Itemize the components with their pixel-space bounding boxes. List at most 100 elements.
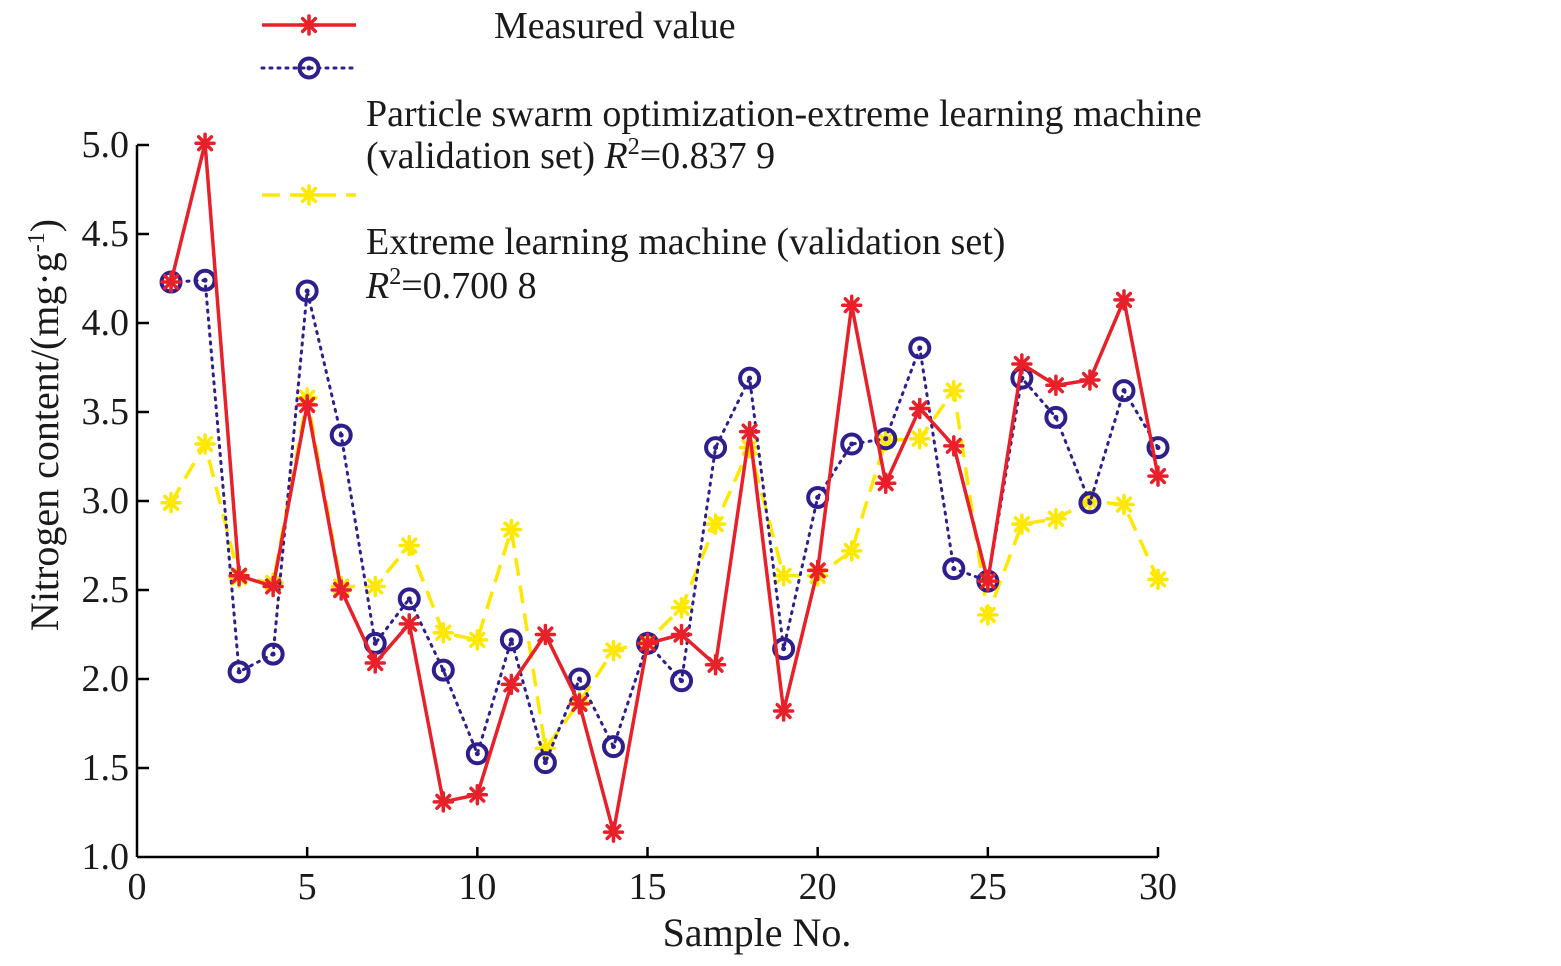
data-point <box>874 472 897 494</box>
series-line-measured <box>169 141 1160 834</box>
x-tick-label: 0 <box>128 866 147 908</box>
data-point <box>298 14 320 36</box>
data-point <box>977 604 999 626</box>
data-point <box>160 492 182 514</box>
axes: 0 5 10 15 20 25 30 1.0 1.5 2.0 2.5 3.0 3.5 4.0 4.5 5.0 <box>82 124 1178 908</box>
y-axis-title: Nitrogen content/(mg·g-1) <box>22 219 67 631</box>
data-point <box>840 432 864 456</box>
data-point <box>298 184 320 206</box>
data-point <box>194 433 216 455</box>
data-point <box>601 735 625 759</box>
legend-elm-sup: 2 <box>389 264 401 290</box>
y-tick-label: 1.5 <box>82 747 130 789</box>
data-point <box>704 436 728 460</box>
legend-label-elm-line2: R2=0.700 8 <box>365 264 537 307</box>
data-point <box>942 557 966 581</box>
data-point <box>227 660 251 684</box>
data-point <box>738 366 762 390</box>
data-point <box>397 587 421 611</box>
data-point <box>909 397 931 420</box>
x-tick-label: 5 <box>298 866 317 908</box>
data-point <box>364 652 386 674</box>
y-tick-label: 3.0 <box>82 480 130 522</box>
data-point <box>194 132 216 154</box>
data-point <box>772 565 795 587</box>
legend-pso-elm-sup: 2 <box>628 134 640 160</box>
data-point <box>398 534 421 557</box>
y-tick-label: 4.5 <box>82 213 130 255</box>
data-point <box>295 279 319 303</box>
data-point <box>806 559 829 582</box>
x-tick-label: 30 <box>1139 866 1177 908</box>
legend-label-measured: Measured value <box>494 5 736 47</box>
data-point <box>772 637 796 661</box>
data-point <box>465 742 489 766</box>
series-measured <box>160 132 1169 843</box>
data-point <box>296 394 318 416</box>
y-tick-label: 4.0 <box>82 302 130 344</box>
x-tick-label: 25 <box>969 866 1007 908</box>
data-point <box>840 540 863 562</box>
data-point <box>533 751 557 775</box>
data-point <box>806 485 830 509</box>
data-point <box>567 667 591 691</box>
data-point <box>943 379 965 402</box>
data-point <box>160 271 182 293</box>
legend: Measured value Particle swarm optimizati… <box>260 5 1202 307</box>
data-point <box>908 336 932 360</box>
y-axis-title-main: Nitrogen content/(mg·g <box>22 252 67 631</box>
data-point <box>840 294 863 316</box>
legend-entry-pso-elm: Particle swarm optimization-extreme lear… <box>260 56 1202 177</box>
x-tick-label: 20 <box>799 866 837 908</box>
data-point <box>1146 436 1170 460</box>
x-tick-label: 15 <box>629 866 667 908</box>
data-point <box>738 420 761 443</box>
data-point <box>1044 405 1068 429</box>
data-point <box>602 639 625 662</box>
data-point <box>772 700 795 722</box>
data-point <box>1079 369 1101 391</box>
x-axis-title: Sample No. <box>663 910 852 955</box>
data-point <box>1147 465 1169 487</box>
data-point <box>330 579 352 601</box>
legend-swatch-measured-marker <box>298 14 320 36</box>
y-axis-title-close: ) <box>22 219 67 232</box>
series-line-pso-elm <box>169 278 1160 765</box>
legend-label-pso-elm-line1: Particle swarm optimization-extreme lear… <box>366 93 1202 135</box>
data-point <box>704 654 727 676</box>
data-point <box>1011 513 1033 535</box>
legend-pso-elm-r2: =0.837 9 <box>640 135 775 177</box>
data-point <box>670 669 694 693</box>
legend-pso-elm-prefix: (validation set) <box>366 135 604 177</box>
data-point <box>1113 493 1135 516</box>
data-point <box>1045 374 1067 397</box>
series-layer <box>159 132 1170 843</box>
data-point <box>1045 508 1067 530</box>
data-point <box>261 642 285 666</box>
legend-elm-r2: =0.700 8 <box>401 265 536 307</box>
y-tick-label: 2.0 <box>82 658 130 700</box>
legend-swatch-elm-marker <box>298 184 320 206</box>
data-point <box>1078 491 1102 515</box>
data-point <box>568 693 591 715</box>
data-point <box>977 570 999 592</box>
data-point <box>499 628 523 652</box>
data-point <box>670 623 693 646</box>
series-pso-elm <box>159 268 1170 775</box>
legend-label-pso-elm-line2: (validation set) R2=0.837 9 <box>366 134 775 177</box>
legend-swatch-pso-elm-marker <box>297 56 321 80</box>
data-point <box>1147 568 1169 591</box>
y-tick-label: 1.0 <box>82 836 130 878</box>
data-point <box>297 56 321 80</box>
legend-entry-measured: Measured value <box>262 5 736 47</box>
data-point <box>228 565 250 587</box>
data-point <box>500 673 523 696</box>
legend-label-elm-line1: Extreme learning machine (validation set… <box>366 221 1005 263</box>
data-point <box>432 621 455 644</box>
data-point <box>909 427 931 450</box>
x-tick-label: 10 <box>458 866 496 908</box>
data-point <box>398 613 421 635</box>
legend-elm-r: R <box>365 265 389 307</box>
y-ticks: 1.0 1.5 2.0 2.5 3.0 3.5 4.0 4.5 5.0 <box>82 124 149 878</box>
